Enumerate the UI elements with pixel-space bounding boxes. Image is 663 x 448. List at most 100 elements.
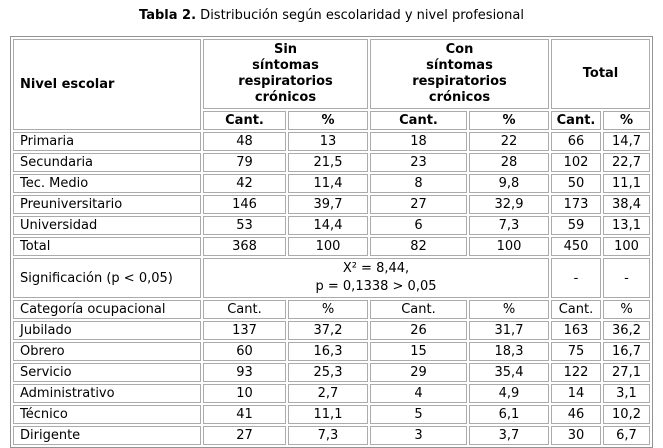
value-cell: 59	[551, 216, 601, 235]
sub-header-cell: %	[469, 111, 549, 130]
value-cell: 36,2	[603, 321, 651, 340]
group-header-row: Nivel escolar Sin síntomas respiratorios…	[13, 39, 651, 130]
row-label-cell: Jubilado	[13, 321, 201, 340]
value-cell: 3,1	[603, 384, 651, 403]
chi-square-stat-cell: X² = 8,44, p = 0,1338 > 0,05	[203, 258, 549, 298]
value-cell: 7,3	[288, 426, 368, 445]
row-label-cell: Preuniversitario	[13, 195, 201, 214]
row-label-cell: Obrero	[13, 342, 201, 361]
table-row: Tec. Medio 42 11,4 8 9,8 50 11,1	[13, 174, 651, 193]
value-cell: 22,7	[603, 153, 651, 172]
value-cell: 23	[370, 153, 467, 172]
value-cell: 31,7	[469, 321, 549, 340]
group-header-sin-sintomas: Sin síntomas respiratorios crónicos	[203, 39, 368, 109]
ocupacional-header-row: Categoría ocupacional Cant. % Cant. % Ca…	[13, 300, 651, 319]
value-cell: 450	[551, 237, 601, 256]
value-cell: 41	[203, 405, 286, 424]
value-cell: 2,7	[288, 384, 368, 403]
group-header-con-sintomas: Con síntomas respiratorios crónicos	[370, 39, 549, 109]
table-row: Total 368 100 82 100 450 100	[13, 237, 651, 256]
value-cell: 50	[551, 174, 601, 193]
value-cell: 29	[370, 363, 467, 382]
value-cell: 27,1	[603, 363, 651, 382]
value-cell: 11,1	[288, 405, 368, 424]
categoria-ocupacional-label: Categoría ocupacional	[13, 300, 201, 319]
value-cell: 48	[203, 132, 286, 151]
value-cell: 66	[551, 132, 601, 151]
value-cell: 15	[370, 342, 467, 361]
value-cell: 18,3	[469, 342, 549, 361]
value-cell: 14,4	[288, 216, 368, 235]
value-cell: 18	[370, 132, 467, 151]
table-row: Secundaria 79 21,5 23 28 102 22,7	[13, 153, 651, 172]
ocupacional-body: Jubilado 137 37,2 26 31,7 163 36,2 Obrero 60 16,3…	[13, 321, 651, 445]
sub-header-cell: %	[288, 300, 368, 319]
sub-header-row: Cant. % Cant. % Cant. %	[13, 111, 651, 130]
table-title-text: Distribución según escolaridad y nivel p…	[196, 8, 524, 23]
page-title: Tabla 2. Distribución según escolaridad …	[0, 8, 663, 24]
escolaridad-body: Primaria 48 13 18 22 66 14,7 Secundaria 79 21,5 23…	[13, 132, 651, 256]
sub-header-cell: Cant.	[370, 300, 467, 319]
sub-header-cell: Cant.	[551, 111, 601, 130]
value-cell: 79	[203, 153, 286, 172]
value-cell: 11,1	[603, 174, 651, 193]
value-cell: 26	[370, 321, 467, 340]
table-row: Universidad 53 14,4 6 7,3 59 13,1	[13, 216, 651, 235]
value-cell: 14	[551, 384, 601, 403]
value-cell: 22	[469, 132, 549, 151]
value-cell: 163	[551, 321, 601, 340]
table-row: Primaria 48 13 18 22 66 14,7	[13, 132, 651, 151]
value-cell: 42	[203, 174, 286, 193]
table-row: Jubilado 137 37,2 26 31,7 163 36,2	[13, 321, 651, 340]
value-cell: 100	[469, 237, 549, 256]
sub-header-cell: %	[603, 300, 651, 319]
value-cell: 4	[370, 384, 467, 403]
table-row: Servicio 93 25,3 29 35,4 122 27,1	[13, 363, 651, 382]
value-cell: 3,7	[469, 426, 549, 445]
value-cell: 25,3	[288, 363, 368, 382]
table-row: Administrativo 10 2,7 4 4,9 14 3,1	[13, 384, 651, 403]
value-cell: 39,7	[288, 195, 368, 214]
chi-square-value: X² = 8,44,	[342, 261, 410, 276]
value-cell: 6,1	[469, 405, 549, 424]
row-label-cell: Administrativo	[13, 384, 201, 403]
row-label-cell: Secundaria	[13, 153, 201, 172]
value-cell: 6	[370, 216, 467, 235]
table-row: Dirigente 27 7,3 3 3,7 30 6,7	[13, 426, 651, 445]
row-label-cell: Técnico	[13, 405, 201, 424]
table-row: Obrero 60 16,3 15 18,3 75 16,7	[13, 342, 651, 361]
sub-header-cell: Cant.	[370, 111, 467, 130]
value-cell: 10	[203, 384, 286, 403]
significacion-label: Significación (p < 0,05)	[13, 258, 201, 298]
significacion-total-cant: -	[551, 258, 601, 298]
table-row: Preuniversitario 146 39,7 27 32,9 173 38,4	[13, 195, 651, 214]
value-cell: 122	[551, 363, 601, 382]
sub-header-cell: %	[603, 111, 651, 130]
sub-header-cell: Cant.	[551, 300, 601, 319]
value-cell: 7,3	[469, 216, 549, 235]
value-cell: 13,1	[603, 216, 651, 235]
value-cell: 100	[288, 237, 368, 256]
value-cell: 146	[203, 195, 286, 214]
value-cell: 53	[203, 216, 286, 235]
value-cell: 21,5	[288, 153, 368, 172]
value-cell: 6,7	[603, 426, 651, 445]
value-cell: 11,4	[288, 174, 368, 193]
row-label-cell: Universidad	[13, 216, 201, 235]
value-cell: 30	[551, 426, 601, 445]
value-cell: 173	[551, 195, 601, 214]
value-cell: 16,7	[603, 342, 651, 361]
value-cell: 368	[203, 237, 286, 256]
row-label-cell: Servicio	[13, 363, 201, 382]
value-cell: 5	[370, 405, 467, 424]
sub-header-cell: Cant.	[203, 111, 286, 130]
value-cell: 9,8	[469, 174, 549, 193]
value-cell: 27	[203, 426, 286, 445]
sub-header-cell: %	[288, 111, 368, 130]
data-table: Nivel escolar Sin síntomas respiratorios…	[10, 36, 654, 448]
value-cell: 10,2	[603, 405, 651, 424]
value-cell: 46	[551, 405, 601, 424]
value-cell: 60	[203, 342, 286, 361]
value-cell: 37,2	[288, 321, 368, 340]
row-label-cell: Total	[13, 237, 201, 256]
